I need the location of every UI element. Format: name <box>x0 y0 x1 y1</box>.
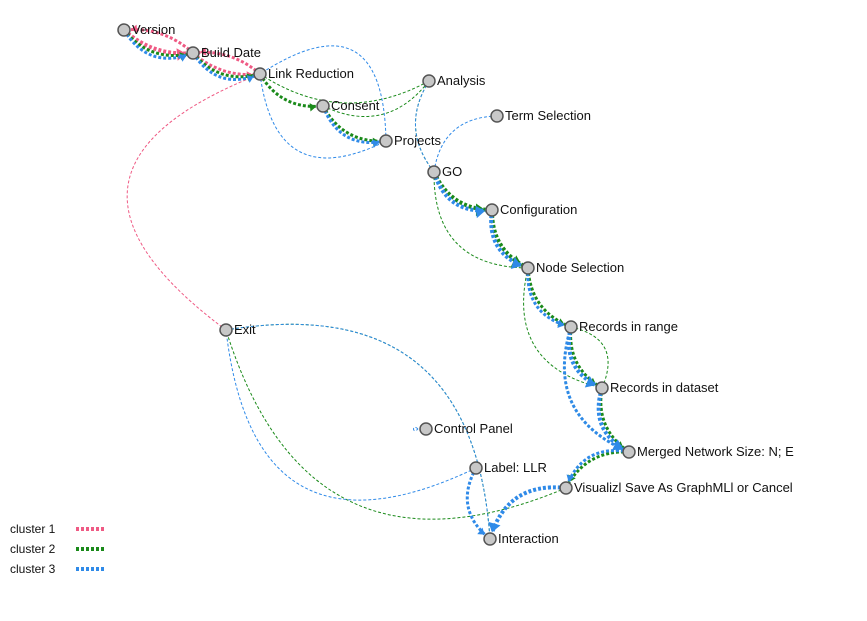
node-consent[interactable]: Consent <box>316 98 380 113</box>
legend: cluster 1 cluster 2 cluster 3 <box>10 522 104 576</box>
node-label: Analysis <box>437 73 486 88</box>
node-label: Link Reduction <box>268 66 354 81</box>
legend-item-cluster-2: cluster 2 <box>10 542 104 556</box>
node-circle[interactable] <box>521 261 535 275</box>
arrowhead <box>246 75 254 83</box>
node-label: Consent <box>331 98 380 113</box>
node-circle[interactable] <box>316 99 330 113</box>
node-circle[interactable] <box>253 67 267 81</box>
node-exit[interactable]: Exit <box>219 322 256 337</box>
arrowhead <box>584 375 596 388</box>
node-label: Records in range <box>579 319 678 334</box>
edge-node-selection-to-records-in-dataset-c2 <box>523 267 603 389</box>
edge-link-reduction-to-projects-c3 <box>259 73 387 159</box>
node-label: Interaction <box>498 531 559 546</box>
node-circle[interactable] <box>379 134 393 148</box>
node-label: Projects <box>394 133 441 148</box>
node-circle[interactable] <box>117 23 131 37</box>
node-label-llr[interactable]: Label: LLR <box>469 460 547 475</box>
legend-item-cluster-3: cluster 3 <box>10 562 104 576</box>
arrowhead <box>611 439 623 451</box>
node-label: Version <box>132 22 175 37</box>
nodes-layer: Version Build Date Link Reduction Analysis C… <box>117 22 794 546</box>
node-circle[interactable] <box>564 320 578 334</box>
node-circle[interactable] <box>485 203 499 217</box>
node-label: Build Date <box>201 45 261 60</box>
node-label: Records in dataset <box>610 380 719 395</box>
node-circle[interactable] <box>186 46 200 60</box>
edge-projects-to-link-reduction-c3 <box>259 45 387 142</box>
node-records-in-dataset[interactable]: Records in dataset <box>595 380 719 395</box>
node-label: Configuration <box>500 202 577 217</box>
node-circle[interactable] <box>422 74 436 88</box>
node-interaction[interactable]: Interaction <box>483 531 559 546</box>
edge-analysis-to-go-c3 <box>414 80 435 173</box>
node-records-in-range[interactable]: Records in range <box>564 319 678 334</box>
edge-link-reduction-to-exit-c1 <box>126 73 261 331</box>
node-merged-network[interactable]: Merged Network Size: N; E <box>622 444 794 459</box>
node-build-date[interactable]: Build Date <box>186 45 261 60</box>
edge-visualize-to-exit-c2 <box>225 329 567 520</box>
node-circle[interactable] <box>559 481 573 495</box>
node-label: Control Panel <box>434 421 513 436</box>
legend-label: cluster 3 <box>10 562 56 576</box>
edge-label-llr-to-exit-c3 <box>225 329 477 501</box>
node-go[interactable]: GO <box>427 164 462 179</box>
node-label: Node Selection <box>536 260 624 275</box>
edge-control-panel-to-control-panel-c3 <box>413 426 419 432</box>
arrowhead <box>179 53 187 62</box>
edge-build-date-to-version-c1 <box>123 28 195 55</box>
legend-label: cluster 2 <box>10 542 56 556</box>
arrowhead <box>475 205 486 219</box>
edge-term-selection-to-go-c3 <box>433 115 498 173</box>
node-circle[interactable] <box>219 323 233 337</box>
edge-records-in-dataset-to-records-in-range-c2 <box>570 326 609 389</box>
arrowhead <box>488 521 501 533</box>
edge-records-in-range-to-merged-network-c3 <box>562 326 630 454</box>
node-label: Visualizl Save As GraphMLl or Cancel <box>574 480 793 495</box>
edge-link-reduction-to-build-date-c1 <box>192 50 261 76</box>
node-term-selection[interactable]: Term Selection <box>490 108 591 123</box>
node-circle[interactable] <box>622 445 636 459</box>
node-analysis[interactable]: Analysis <box>422 73 486 88</box>
edge-records-in-dataset-to-merged-network-c2 <box>599 387 630 454</box>
arrowhead <box>510 257 522 270</box>
node-projects[interactable]: Projects <box>379 133 441 148</box>
node-label: Term Selection <box>505 108 591 123</box>
arrowhead <box>130 24 138 33</box>
node-circle[interactable] <box>469 461 483 475</box>
node-circle[interactable] <box>490 109 504 123</box>
node-label: Exit <box>234 322 256 337</box>
legend-label: cluster 1 <box>10 522 56 536</box>
node-circle[interactable] <box>595 381 609 395</box>
node-configuration[interactable]: Configuration <box>485 202 577 217</box>
node-link-reduction[interactable]: Link Reduction <box>253 66 354 81</box>
edge-exit-to-interaction-c3 <box>225 323 491 540</box>
node-circle[interactable] <box>483 532 497 546</box>
arrowhead <box>199 47 207 56</box>
edge-link-reduction-to-consent-c2 <box>258 73 324 108</box>
node-label: Label: LLR <box>484 460 547 475</box>
arrowhead <box>477 527 485 535</box>
node-circle[interactable] <box>427 165 441 179</box>
edge-visualize-to-interaction-c3 <box>488 485 567 540</box>
node-circle[interactable] <box>419 422 433 436</box>
arrowhead <box>566 474 575 482</box>
node-visualize[interactable]: Visualizl Save As GraphMLl or Cancel <box>559 480 793 495</box>
node-label: GO <box>442 164 462 179</box>
edge-configuration-to-node-selection-c3 <box>489 209 529 270</box>
arrowhead <box>557 319 565 328</box>
edge-link-reduction-to-analysis-c2 <box>259 73 430 104</box>
node-label: Merged Network Size: N; E <box>637 444 794 459</box>
legend-item-cluster-1: cluster 1 <box>10 522 104 536</box>
node-version[interactable]: Version <box>117 22 175 37</box>
arrowhead <box>372 139 380 148</box>
edge-go-to-node-selection-c2 <box>433 171 529 269</box>
arrowhead <box>309 103 317 112</box>
node-node-selection[interactable]: Node Selection <box>521 260 624 275</box>
node-control-panel[interactable]: Control Panel <box>419 421 513 436</box>
edges-layer <box>122 24 630 541</box>
